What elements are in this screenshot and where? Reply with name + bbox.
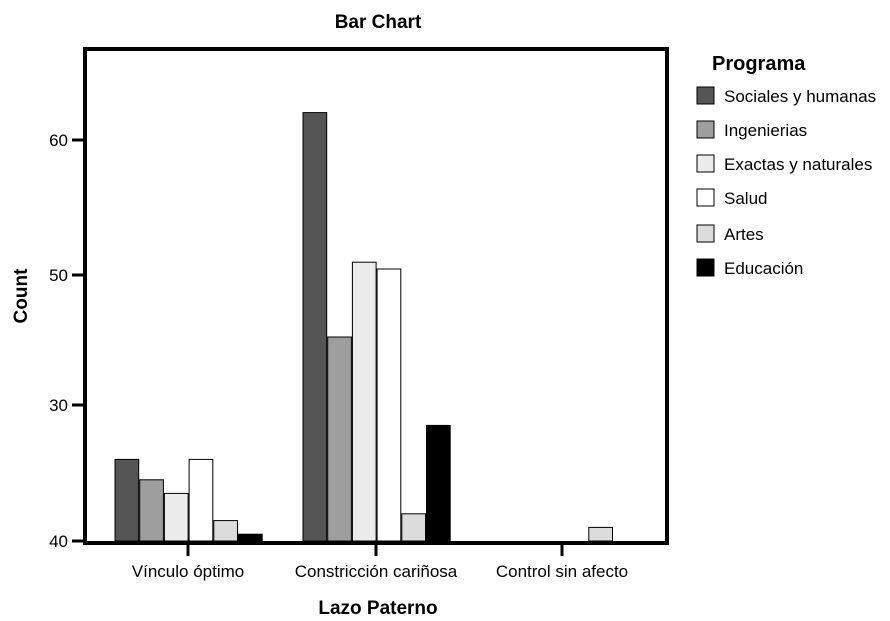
legend-label-ingenierias: Ingenierias bbox=[724, 121, 807, 140]
legend-label-salud: Salud bbox=[724, 189, 767, 208]
legend-swatch-sociales-y-humanas bbox=[696, 86, 715, 105]
x-tick-label-constriccion-carinosa: Constricción cariñosa bbox=[295, 562, 458, 581]
bar-artes-constriccion-carinosa bbox=[401, 513, 426, 542]
bar-salud-constriccion-carinosa bbox=[376, 268, 402, 542]
legend-swatch-exactas-y-naturales bbox=[696, 154, 715, 173]
legend: Programa Sociales y humanas Ingenierias Ex… bbox=[696, 53, 876, 278]
legend-swatch-educacion bbox=[696, 258, 715, 277]
legend-label-exactas-y-naturales: Exactas y naturales bbox=[724, 155, 872, 174]
bar-salud-vinculo-optimo bbox=[188, 458, 214, 542]
x-axis-ticks: Vínculo óptimo Constricción cariñosa Contr… bbox=[132, 543, 628, 581]
x-tick-label-vinculo-optimo: Vínculo óptimo bbox=[132, 562, 244, 581]
bars-group bbox=[114, 112, 613, 542]
y-tick-label: 30 bbox=[49, 396, 68, 415]
y-tick-label: 40 bbox=[49, 532, 68, 551]
y-axis-title: Count bbox=[11, 268, 32, 324]
bar-exactas-y-naturales-constriccion-carinosa bbox=[351, 261, 377, 542]
legend-swatch-artes bbox=[696, 224, 715, 243]
legend-label-educacion: Educación bbox=[724, 259, 803, 278]
bar-sociales-y-humanas-constriccion-carinosa bbox=[302, 112, 328, 542]
y-tick-label: 50 bbox=[49, 266, 68, 285]
legend-swatch-salud bbox=[696, 188, 715, 207]
bar-artes-control-sin-afecto bbox=[588, 526, 613, 542]
legend-swatch-ingenierias bbox=[696, 120, 715, 139]
legend-label-artes: Artes bbox=[724, 225, 764, 244]
x-axis-title: Lazo Paterno bbox=[318, 598, 437, 619]
x-tick-label-control-sin-afecto: Control sin afecto bbox=[496, 562, 628, 581]
bar-ingenierias-constriccion-carinosa bbox=[327, 336, 352, 542]
bar-ingenierias-vinculo-optimo bbox=[139, 479, 164, 542]
legend-label-sociales-y-humanas: Sociales y humanas bbox=[724, 87, 876, 106]
bar-sociales-y-humanas-vinculo-optimo bbox=[114, 458, 140, 542]
bar-educacion-vinculo-optimo bbox=[238, 533, 263, 542]
bar-artes-vinculo-optimo bbox=[213, 520, 239, 542]
bar-exactas-y-naturales-vinculo-optimo bbox=[163, 492, 189, 542]
legend-title: Programa bbox=[712, 53, 806, 75]
y-tick-label: 60 bbox=[49, 131, 68, 150]
y-axis-ticks: 40 30 50 60 bbox=[49, 131, 85, 551]
chart-title: Bar Chart bbox=[335, 12, 422, 33]
bar-educacion-constriccion-carinosa bbox=[426, 424, 451, 542]
